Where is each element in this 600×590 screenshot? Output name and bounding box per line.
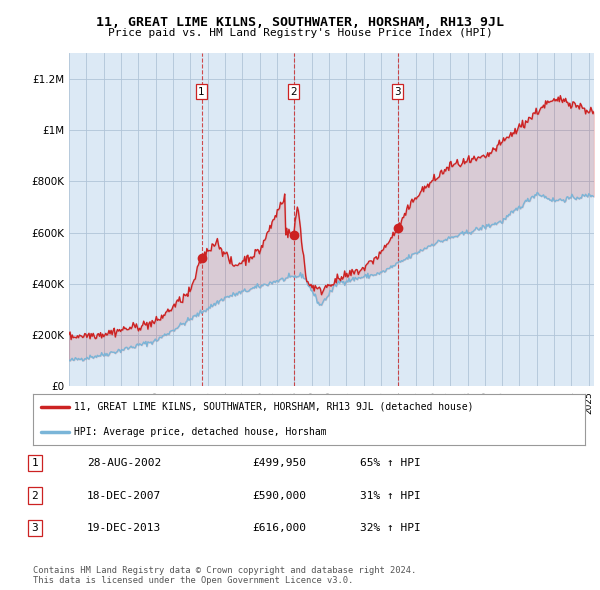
- Text: 3: 3: [31, 523, 38, 533]
- Text: Contains HM Land Registry data © Crown copyright and database right 2024.
This d: Contains HM Land Registry data © Crown c…: [33, 566, 416, 585]
- Text: 1: 1: [198, 87, 205, 97]
- Text: 31% ↑ HPI: 31% ↑ HPI: [360, 491, 421, 500]
- Text: £616,000: £616,000: [252, 523, 306, 533]
- Text: 32% ↑ HPI: 32% ↑ HPI: [360, 523, 421, 533]
- Text: 3: 3: [394, 87, 401, 97]
- Text: Price paid vs. HM Land Registry's House Price Index (HPI): Price paid vs. HM Land Registry's House …: [107, 28, 493, 38]
- Text: £499,950: £499,950: [252, 458, 306, 468]
- Text: 11, GREAT LIME KILNS, SOUTHWATER, HORSHAM, RH13 9JL: 11, GREAT LIME KILNS, SOUTHWATER, HORSHA…: [96, 16, 504, 29]
- Text: 19-DEC-2013: 19-DEC-2013: [87, 523, 161, 533]
- Text: HPI: Average price, detached house, Horsham: HPI: Average price, detached house, Hors…: [74, 428, 327, 437]
- Text: 2: 2: [290, 87, 297, 97]
- Text: £590,000: £590,000: [252, 491, 306, 500]
- Text: 18-DEC-2007: 18-DEC-2007: [87, 491, 161, 500]
- Text: 11, GREAT LIME KILNS, SOUTHWATER, HORSHAM, RH13 9JL (detached house): 11, GREAT LIME KILNS, SOUTHWATER, HORSHA…: [74, 402, 474, 411]
- Text: 65% ↑ HPI: 65% ↑ HPI: [360, 458, 421, 468]
- Text: 2: 2: [31, 491, 38, 500]
- Text: 28-AUG-2002: 28-AUG-2002: [87, 458, 161, 468]
- Text: 1: 1: [31, 458, 38, 468]
